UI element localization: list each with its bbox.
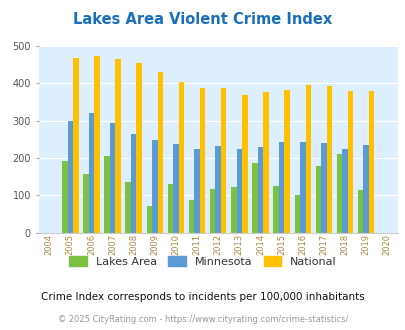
- Bar: [146, 206, 152, 233]
- Bar: [130, 134, 136, 233]
- Bar: [315, 166, 320, 233]
- Text: Lakes Area Violent Crime Index: Lakes Area Violent Crime Index: [73, 12, 332, 26]
- Bar: [236, 149, 241, 233]
- Bar: [230, 187, 236, 233]
- Bar: [173, 144, 178, 233]
- Bar: [215, 146, 220, 233]
- Bar: [125, 182, 130, 233]
- Bar: [152, 140, 157, 233]
- Text: © 2025 CityRating.com - https://www.cityrating.com/crime-statistics/: © 2025 CityRating.com - https://www.city…: [58, 315, 347, 324]
- Bar: [336, 154, 341, 233]
- Bar: [241, 95, 247, 233]
- Bar: [273, 186, 278, 233]
- Bar: [83, 174, 88, 233]
- Bar: [284, 90, 289, 233]
- Text: Crime Index corresponds to incidents per 100,000 inhabitants: Crime Index corresponds to incidents per…: [41, 292, 364, 302]
- Bar: [157, 72, 163, 233]
- Bar: [115, 58, 121, 233]
- Bar: [294, 195, 299, 233]
- Bar: [109, 123, 115, 233]
- Bar: [136, 63, 142, 233]
- Bar: [167, 184, 173, 233]
- Bar: [278, 142, 284, 233]
- Legend: Lakes Area, Minnesota, National: Lakes Area, Minnesota, National: [69, 256, 336, 267]
- Bar: [188, 200, 194, 233]
- Bar: [357, 190, 362, 233]
- Bar: [320, 143, 326, 233]
- Bar: [67, 121, 73, 233]
- Bar: [305, 84, 310, 233]
- Bar: [88, 113, 94, 233]
- Bar: [94, 56, 99, 233]
- Bar: [62, 161, 67, 233]
- Bar: [104, 156, 109, 233]
- Bar: [194, 149, 199, 233]
- Bar: [178, 82, 184, 233]
- Bar: [341, 149, 347, 233]
- Bar: [368, 91, 373, 233]
- Bar: [220, 88, 226, 233]
- Bar: [73, 58, 78, 233]
- Bar: [326, 86, 331, 233]
- Bar: [347, 91, 352, 233]
- Bar: [362, 145, 368, 233]
- Bar: [299, 142, 305, 233]
- Bar: [262, 92, 268, 233]
- Bar: [257, 147, 262, 233]
- Bar: [209, 189, 215, 233]
- Bar: [252, 163, 257, 233]
- Bar: [199, 88, 205, 233]
